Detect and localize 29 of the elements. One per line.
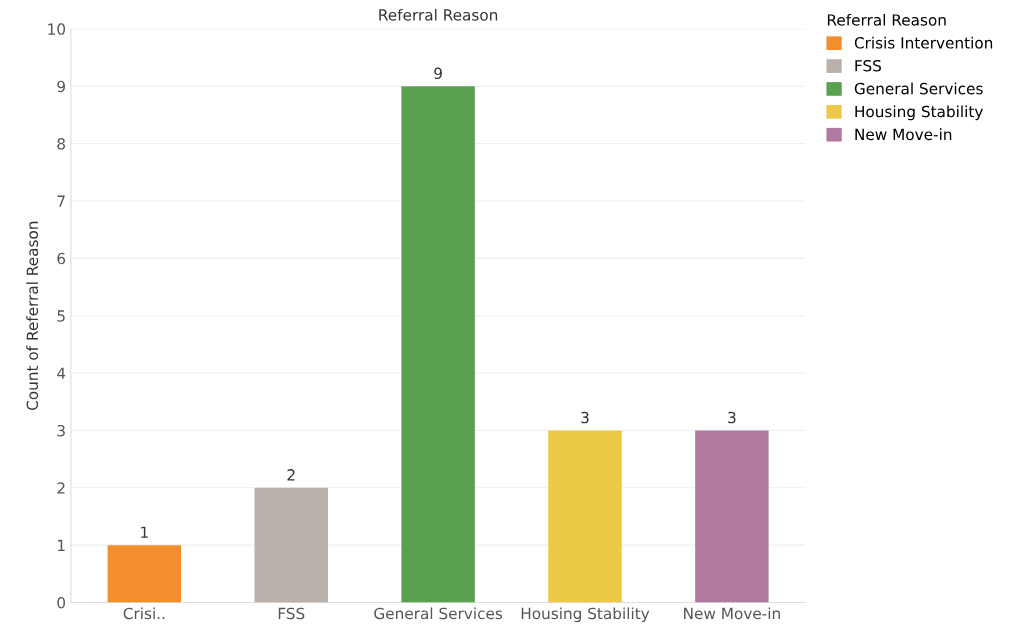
y-tick-label: 1	[58, 539, 65, 551]
y-tick-label: 7	[57, 195, 65, 207]
legend-label: New Move-in	[855, 128, 952, 141]
y-tick-label: 2	[57, 482, 65, 494]
y-tick-label: 10	[48, 23, 66, 35]
data-label: 9	[434, 67, 442, 80]
x-tick-label: FSS	[278, 607, 305, 620]
chart-title: Referral Reason	[379, 8, 498, 21]
y-tick-label: 8	[57, 138, 65, 150]
y-tick-label: 5	[57, 310, 65, 322]
y-tick-label: 0	[57, 597, 66, 609]
data-label: 3	[581, 411, 589, 424]
data-label: 1	[141, 526, 148, 538]
y-axis-title: Count of Referral Reason	[26, 221, 39, 411]
y-tick-label: 3	[57, 424, 65, 437]
data-label: 2	[287, 469, 295, 481]
legend-label: General Services	[854, 82, 983, 95]
x-tick-label: Housing Stability	[521, 607, 650, 623]
legend-label: FSS	[855, 59, 881, 72]
legend-label: Housing Stability	[855, 105, 983, 121]
y-tick-label: 4	[57, 367, 66, 379]
legend-title: Referral Reason	[827, 13, 946, 26]
x-tick-label: Crisi..	[123, 607, 165, 620]
data-label: 3	[728, 411, 736, 424]
x-tick-label: General Services	[374, 607, 503, 620]
x-tick-label: New Move-in	[684, 607, 780, 620]
legend-label: Crisis Intervention	[854, 36, 993, 49]
y-tick-label: 9	[57, 80, 65, 93]
y-tick-label: 6	[57, 252, 66, 265]
